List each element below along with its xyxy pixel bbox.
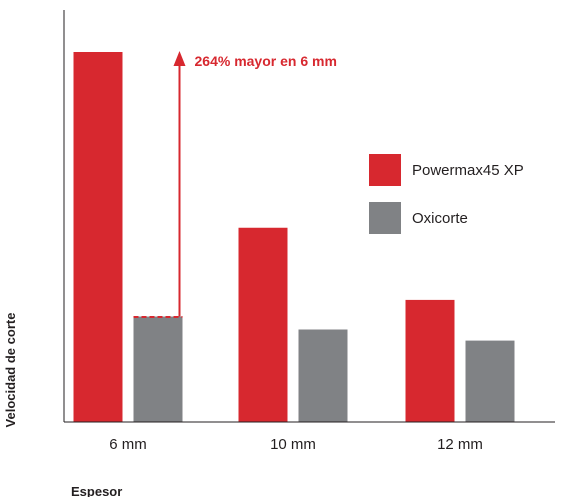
x-tick-label: 6 mm [109, 436, 147, 453]
annotation-label: 264% mayor en 6 mm [195, 53, 337, 69]
bar-powermax45-xp-12-mm [405, 299, 455, 422]
legend-label: Powermax45 XP [412, 162, 524, 179]
y-axis-label: Velocidad de corte [3, 313, 18, 428]
x-axis-label: Espesor [71, 484, 122, 497]
legend-swatch [369, 154, 401, 186]
legend-swatch [369, 202, 401, 234]
bar-powermax45-xp-6-mm [73, 52, 123, 422]
x-tick-label: 10 mm [270, 436, 316, 453]
x-tick-labels: 6 mm 10 mm 12 mm [109, 436, 483, 453]
legend: Powermax45 XP Oxicorte [369, 154, 524, 234]
legend-label: Oxicorte [412, 210, 468, 227]
bar-oxicorte-10-mm [298, 329, 348, 422]
annotation-group: 264% mayor en 6 mm [133, 51, 337, 319]
annotation-arrow-head-icon [173, 51, 186, 66]
bar-oxicorte-12-mm [465, 340, 515, 422]
bar-powermax45-xp-10-mm [238, 227, 288, 422]
bar-oxicorte-6-mm [133, 316, 183, 422]
bars-group [73, 52, 515, 422]
x-tick-label: 12 mm [437, 436, 483, 453]
